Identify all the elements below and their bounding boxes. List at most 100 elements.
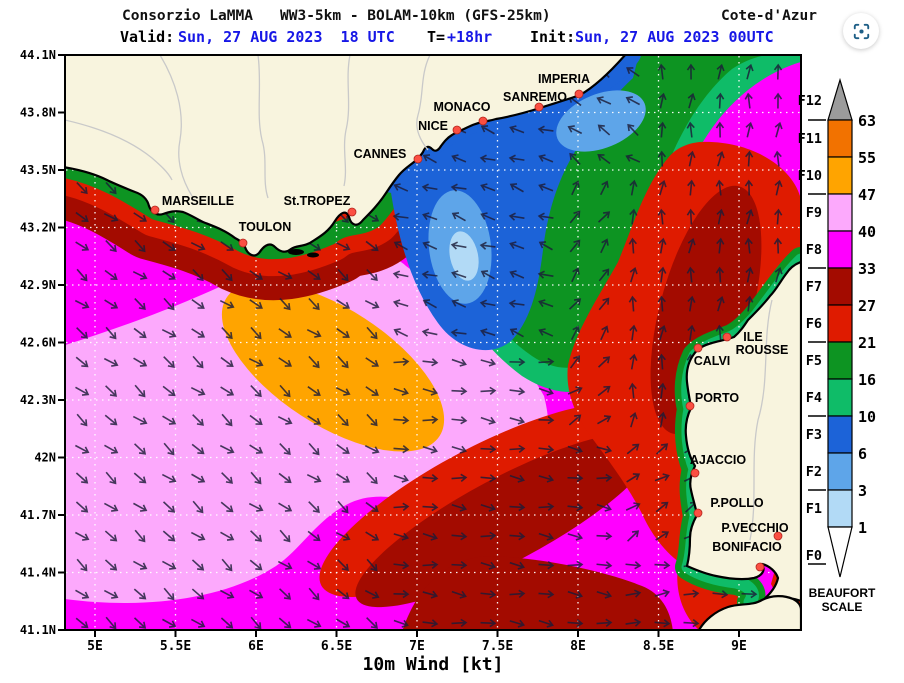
lead-time-label: T= — [427, 28, 446, 46]
beaufort-colorbar: F12 F11 F10 F9 F8 F7 F6 F5 F4 F3 F2 F1 F… — [798, 77, 876, 614]
land-sardinia — [698, 595, 800, 629]
region-title: Cote-d'Azur — [720, 8, 817, 24]
sea-f1-spot — [449, 231, 479, 281]
svg-text:F4: F4 — [806, 390, 822, 406]
svg-text:5.5E: 5.5E — [160, 639, 191, 654]
city-dot — [693, 343, 703, 353]
svg-text:7.5E: 7.5E — [482, 639, 513, 654]
screen-capture-button[interactable] — [843, 13, 879, 49]
sea-f10-region — [221, 282, 445, 452]
svg-text:F1: F1 — [806, 501, 822, 517]
svg-text:44.1N: 44.1N — [20, 48, 56, 62]
svg-text:41.4N: 41.4N — [20, 566, 56, 580]
svg-text:55: 55 — [858, 149, 876, 167]
colorbar-seg-f11 — [827, 119, 853, 158]
city-label: TOULON — [239, 220, 292, 234]
city-label: CANNES — [354, 147, 407, 161]
svg-text:F9: F9 — [806, 205, 822, 221]
svg-text:F10: F10 — [798, 168, 822, 184]
svg-text:6E: 6E — [248, 639, 264, 654]
city-markers — [150, 89, 783, 572]
city-label: SANREMO — [503, 90, 567, 104]
init-datetime: Sun, 27 AUG 2023 00UTC — [575, 28, 774, 46]
city-labels: MARSEILLE TOULON St.TROPEZ CANNES NICE M… — [162, 72, 789, 554]
city-label: St.TROPEZ — [284, 194, 351, 208]
colorbar-seg-f7 — [827, 267, 853, 306]
svg-text:21: 21 — [858, 334, 876, 352]
svg-text:F5: F5 — [806, 353, 822, 369]
city-dot — [150, 205, 160, 215]
svg-text:43.2N: 43.2N — [20, 221, 56, 235]
svg-text:6.5E: 6.5E — [321, 639, 352, 654]
hyeres-islands — [288, 249, 319, 258]
colorbar-seg-f12 — [827, 77, 853, 121]
svg-text:33: 33 — [858, 260, 876, 278]
colorbar-seg-f0 — [827, 526, 853, 578]
colorbar-level-labels: F12 F11 F10 F9 F8 F7 F6 F5 F4 F3 F2 F1 F… — [798, 93, 822, 564]
city-label: ILE — [743, 330, 762, 344]
city-dot — [722, 332, 732, 342]
svg-text:47: 47 — [858, 186, 876, 204]
city-label: NICE — [418, 119, 448, 133]
brand-title: Consorzio LaMMA — [122, 8, 253, 24]
svg-text:F11: F11 — [798, 131, 822, 147]
axis-ticks — [58, 54, 740, 637]
colorbar-seg-f6 — [827, 304, 853, 343]
svg-text:63: 63 — [858, 112, 876, 130]
city-label: P.POLLO — [710, 496, 764, 510]
city-label: BONIFACIO — [712, 540, 782, 554]
svg-text:27: 27 — [858, 297, 876, 315]
svg-text:F2: F2 — [806, 464, 822, 480]
svg-text:1: 1 — [858, 519, 867, 537]
city-dot — [347, 207, 357, 217]
colorbar-seg-f1 — [827, 489, 853, 528]
svg-text:7E: 7E — [409, 639, 425, 654]
colorbar-seg-f2 — [827, 452, 853, 491]
svg-text:43.5N: 43.5N — [20, 163, 56, 177]
svg-text:3: 3 — [858, 482, 867, 500]
colorbar-seg-f4 — [827, 378, 853, 417]
city-dot — [574, 89, 584, 99]
city-dot — [413, 154, 423, 164]
svg-text:43.8N: 43.8N — [20, 106, 56, 120]
svg-text:42.6N: 42.6N — [20, 336, 56, 350]
svg-text:40: 40 — [858, 223, 876, 241]
svg-text:41.7N: 41.7N — [20, 508, 56, 522]
city-dot — [685, 401, 695, 411]
header-line-2: Valid: Sun, 27 AUG 2023 18 UTC T= +18hr … — [0, 28, 904, 48]
city-dot — [478, 116, 488, 126]
model-title: WW3-5km - BOLAM-10km (GFS-25km) — [280, 8, 551, 24]
colorbar-seg-f5 — [827, 341, 853, 380]
beaufort-scale-label-2: SCALE — [822, 600, 863, 614]
svg-text:8.5E: 8.5E — [643, 639, 674, 654]
svg-text:41.1N: 41.1N — [20, 623, 56, 637]
city-dot — [693, 508, 703, 518]
longitude-axis: 5E 5.5E 6E 6.5E 7E 7.5E 8E 8.5E 9E — [87, 639, 747, 654]
svg-text:6: 6 — [858, 445, 867, 463]
svg-text:42.9N: 42.9N — [20, 278, 56, 292]
valid-label: Valid: — [120, 28, 175, 46]
svg-text:42N: 42N — [34, 451, 56, 465]
svg-text:10: 10 — [858, 408, 876, 426]
svg-text:F12: F12 — [798, 93, 822, 109]
svg-text:F0: F0 — [806, 548, 822, 564]
city-dot — [534, 102, 544, 112]
city-label: MARSEILLE — [162, 194, 234, 208]
colorbar-seg-f8 — [827, 230, 853, 269]
city-dot — [452, 125, 462, 135]
city-dot — [773, 531, 783, 541]
valid-datetime: Sun, 27 AUG 2023 18 UTC — [178, 28, 395, 46]
sea-f7-bottom-slab — [403, 556, 673, 629]
center-focus-icon — [853, 23, 869, 39]
map-title: 10m Wind [kt] — [363, 654, 504, 675]
svg-text:8E: 8E — [570, 639, 586, 654]
admin-borders — [66, 56, 773, 541]
city-dot — [755, 562, 765, 572]
city-label: P.VECCHIO — [721, 521, 788, 535]
beaufort-scale-label-1: BEAUFORT — [809, 586, 876, 600]
city-dot — [238, 238, 248, 248]
city-label: ROUSSE — [736, 343, 789, 357]
city-label: PORTO — [695, 391, 739, 405]
